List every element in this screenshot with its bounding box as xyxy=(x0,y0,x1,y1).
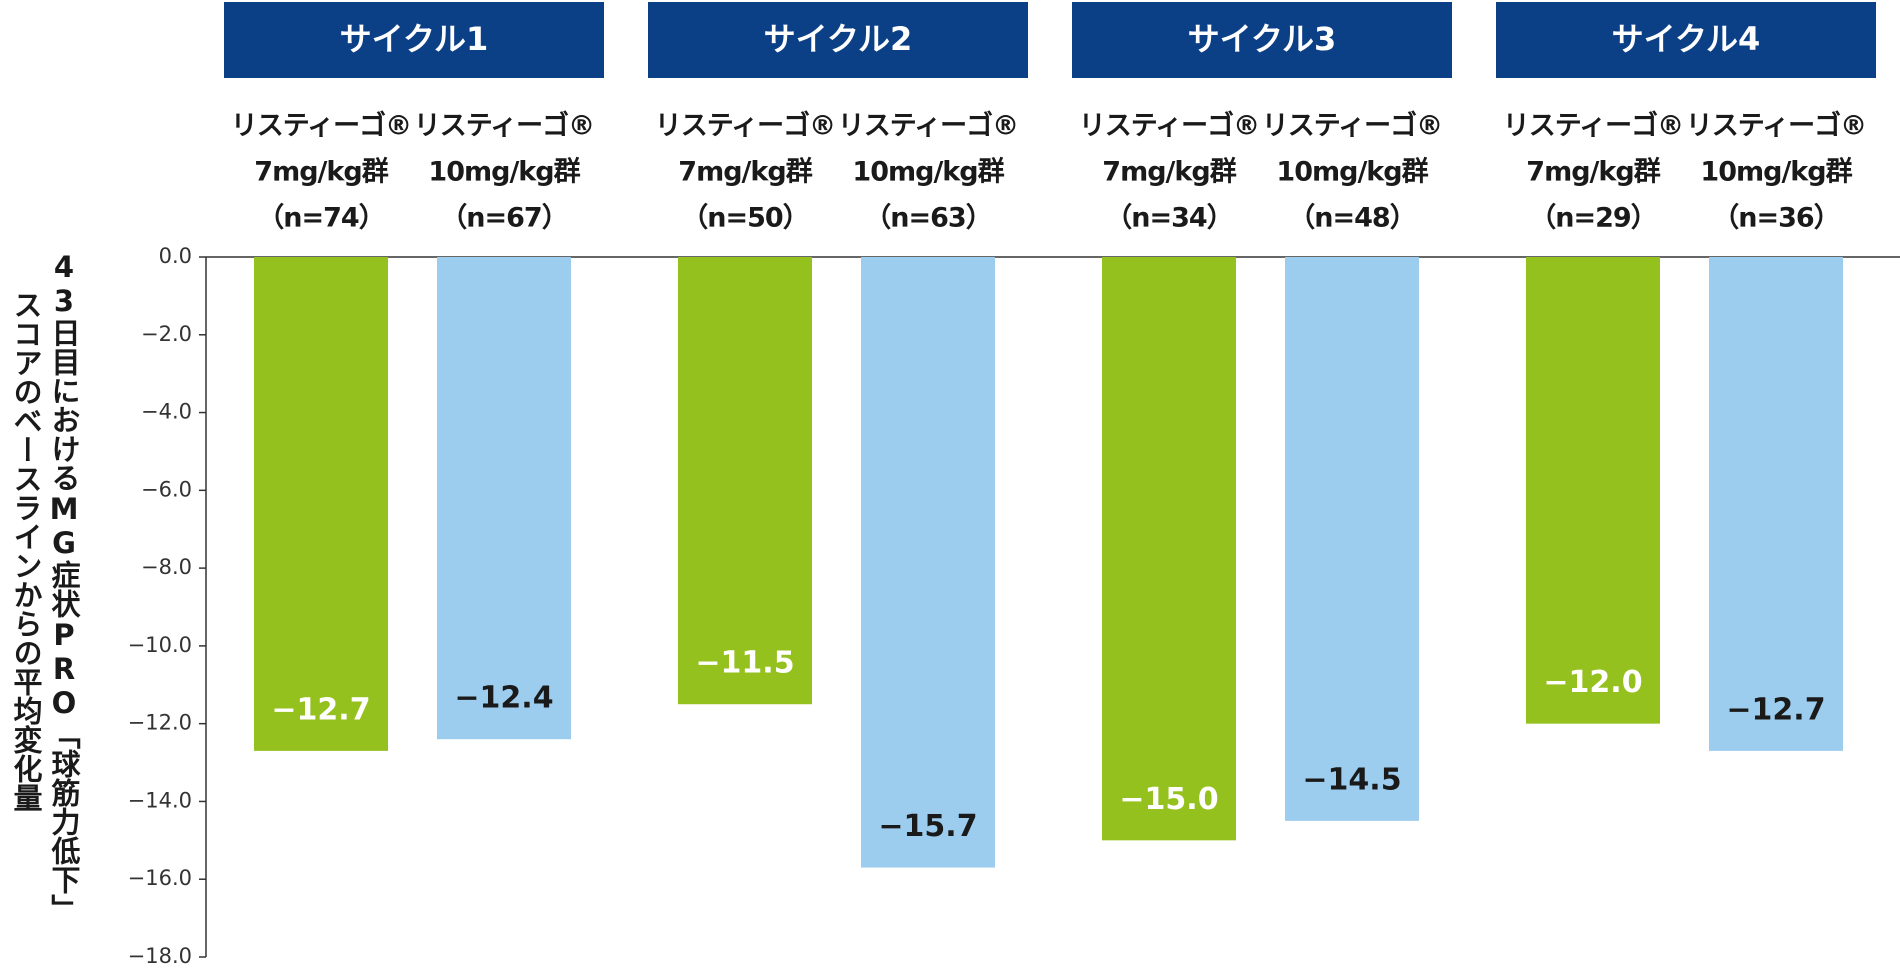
bar-label: 10mg/kg群 xyxy=(852,157,1004,188)
bar-label: 10mg/kg群 xyxy=(428,157,580,188)
bar-label: 7mg/kg群 xyxy=(1102,157,1236,188)
bar-label: 7mg/kg群 xyxy=(254,157,388,188)
bar-label: （n=36） xyxy=(1712,203,1839,234)
bar-label: 7mg/kg群 xyxy=(1526,157,1660,188)
group-header xyxy=(648,2,1028,78)
group-title: サイクル1 xyxy=(340,20,489,58)
value-label: −11.5 xyxy=(695,646,794,681)
value-label: −15.0 xyxy=(1119,782,1218,817)
bar-label: （n=48） xyxy=(1288,203,1415,234)
y-tick-label: −14.0 xyxy=(128,788,192,812)
bar xyxy=(1102,257,1236,841)
y-tick-label: −12.0 xyxy=(128,711,192,735)
value-label: −12.4 xyxy=(454,681,553,716)
y-tick-label: 0.0 xyxy=(159,244,192,268)
bar-label: リスティーゴ® xyxy=(655,110,835,142)
bar-label: 10mg/kg群 xyxy=(1276,157,1428,188)
value-label: −12.0 xyxy=(1543,665,1642,700)
y-axis-label: スコアのベースラインからの平均変化量 xyxy=(9,290,43,812)
bar xyxy=(1709,257,1843,751)
y-axis-label: 43日目におけるMG症状PRO「球筋力低下」 xyxy=(47,250,82,923)
bar-label: リスティーゴ® xyxy=(1686,110,1866,142)
bar-label: （n=74） xyxy=(257,203,384,234)
bar-label: リスティーゴ® xyxy=(414,110,594,142)
y-tick-label: −2.0 xyxy=(141,322,192,346)
y-tick-label: −8.0 xyxy=(141,555,192,579)
bar-label: 7mg/kg群 xyxy=(678,157,812,188)
bar-label: （n=67） xyxy=(440,203,567,234)
group-title: サイクル3 xyxy=(1188,20,1337,58)
bar xyxy=(437,257,571,740)
bar-label: リスティーゴ® xyxy=(1262,110,1442,142)
bar-label: （n=29） xyxy=(1529,203,1656,234)
group-title: サイクル4 xyxy=(1612,20,1761,58)
bar-label: リスティーゴ® xyxy=(231,110,411,142)
y-tick-label: −10.0 xyxy=(128,633,192,657)
group-header xyxy=(224,2,604,78)
value-label: −12.7 xyxy=(271,692,370,727)
bar-label: リスティーゴ® xyxy=(1079,110,1259,142)
group-title: サイクル2 xyxy=(764,20,913,58)
bar-label: （n=63） xyxy=(864,203,991,234)
bar-label: （n=50） xyxy=(681,203,808,234)
bar xyxy=(254,257,388,751)
bar-label: 10mg/kg群 xyxy=(1700,157,1852,188)
value-label: −15.7 xyxy=(878,809,977,844)
y-tick-label: −4.0 xyxy=(141,400,192,424)
y-tick-label: −16.0 xyxy=(128,866,192,890)
value-label: −14.5 xyxy=(1302,762,1401,797)
group-header xyxy=(1496,2,1876,78)
bar-label: リスティーゴ® xyxy=(838,110,1018,142)
bar xyxy=(678,257,812,705)
bar-label: リスティーゴ® xyxy=(1503,110,1683,142)
y-tick-label: −18.0 xyxy=(128,944,192,968)
bar xyxy=(861,257,995,868)
bar xyxy=(1526,257,1660,724)
group-header xyxy=(1072,2,1452,78)
y-tick-label: −6.0 xyxy=(141,477,192,501)
bar-label: （n=34） xyxy=(1105,203,1232,234)
bar xyxy=(1285,257,1419,821)
value-label: −12.7 xyxy=(1726,692,1825,727)
